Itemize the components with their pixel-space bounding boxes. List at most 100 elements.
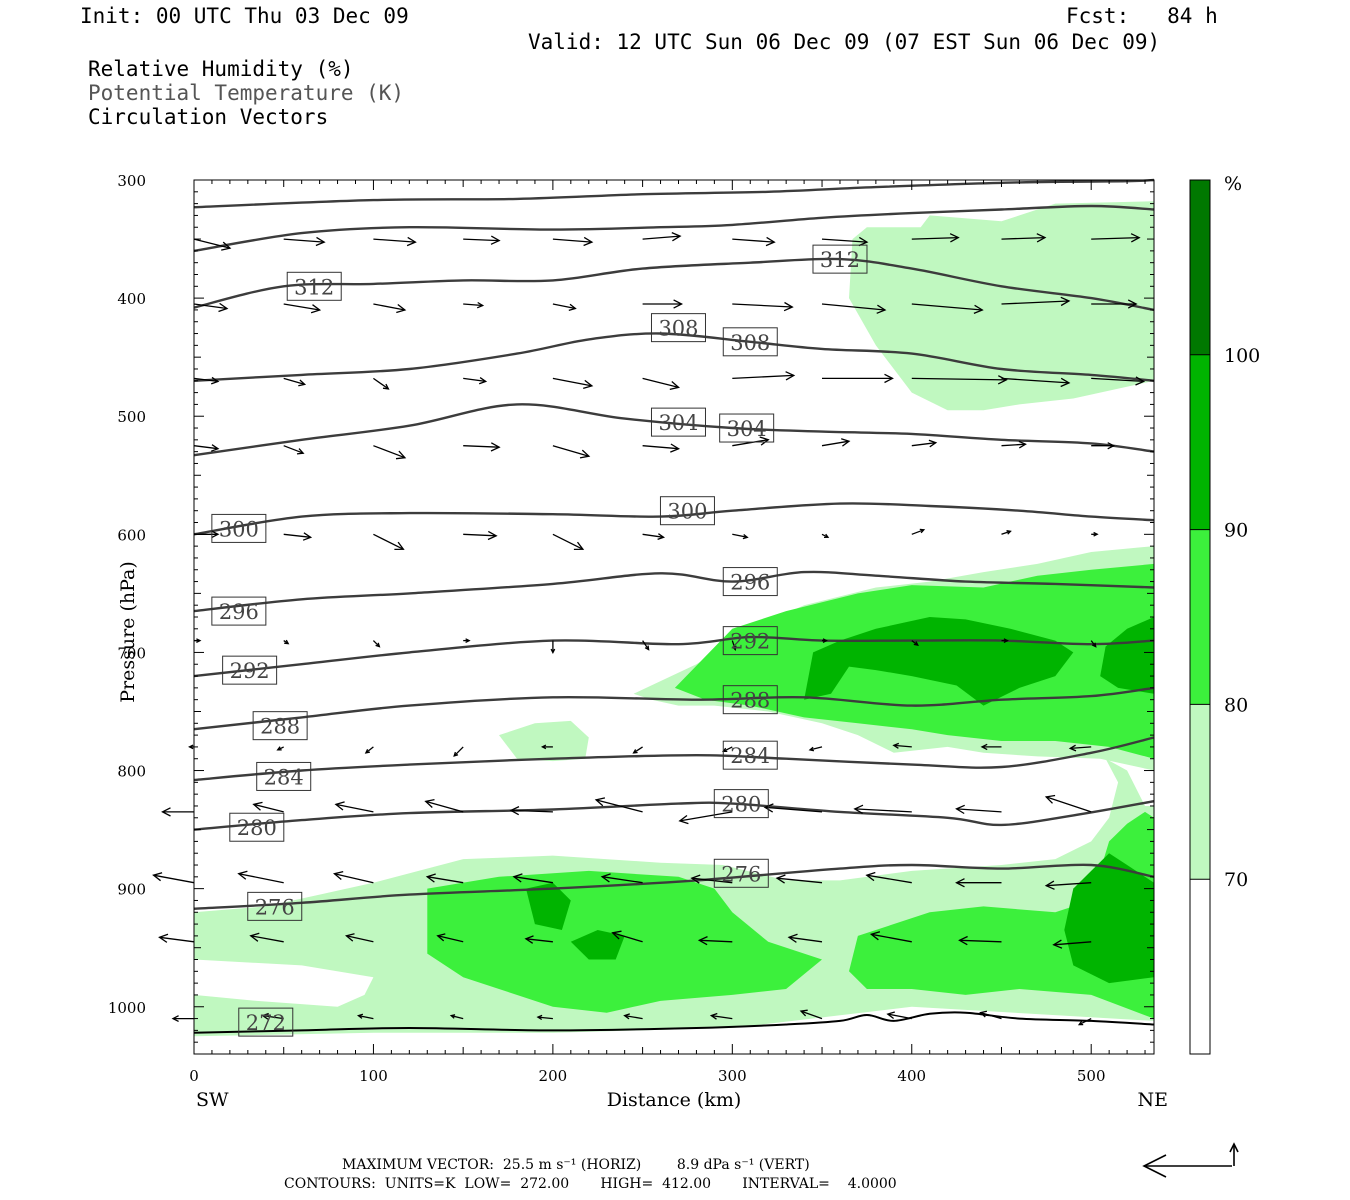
vector-arrow (345, 933, 374, 943)
vector-arrow (1090, 640, 1097, 648)
vector-arrow (364, 746, 374, 754)
colorbar-frame (1189, 179, 1211, 1055)
colorbar-unit: % (1224, 173, 1242, 195)
contour-label-box (719, 413, 775, 443)
vector-arrow (425, 873, 464, 884)
vector-arrow (600, 873, 643, 884)
vector-arrow (642, 443, 681, 453)
contour-label-text: 308 (730, 331, 770, 355)
vector-arrow (158, 933, 195, 943)
theta-296 (193, 570, 1155, 613)
colorbar-segment (1190, 354, 1210, 530)
vector-arrow (979, 1010, 1002, 1020)
vector-arrow (449, 1014, 464, 1020)
contour-label-280: 280 (713, 789, 769, 819)
vector-arrow (283, 236, 326, 247)
contour-label-box (286, 271, 342, 301)
contour-label-box (713, 858, 769, 888)
vector-arrow (958, 935, 1002, 946)
forecast-hour: Fcst: 84 h (1066, 4, 1218, 28)
vector-arrow (1068, 744, 1092, 752)
contour-label-text: 312 (820, 248, 860, 272)
rh-region-90 (1064, 853, 1154, 984)
theta-288 (193, 686, 1155, 731)
y-tick-label: 1000 (108, 999, 146, 1017)
vector-arrow (453, 746, 464, 757)
contour-label-box (722, 567, 778, 597)
vector-arrow (283, 303, 322, 314)
contour-label-box (650, 313, 706, 343)
contour-label-296: 296 (211, 596, 267, 626)
colorbar-label: 80 (1224, 694, 1248, 716)
vector-arrow (1091, 531, 1099, 537)
contour-label-text: 272 (246, 1011, 286, 1035)
theta-316 (193, 204, 1155, 253)
vector-arrow (911, 233, 960, 243)
vector-arrow (424, 798, 464, 813)
contour-label-box (722, 740, 778, 770)
vector-arrow (690, 874, 733, 884)
contour-label-box (722, 327, 778, 357)
contour-note: CONTOURS: UNITS=K LOW= 272.00 HIGH= 412.… (284, 1176, 897, 1192)
y-tick-label: 600 (117, 526, 146, 544)
vector-arrow (886, 1011, 912, 1020)
contour-label-304: 304 (719, 413, 775, 443)
vector-arrow (283, 377, 307, 387)
vector-arrow (822, 373, 894, 384)
contour-label-text: 308 (658, 317, 698, 341)
vector-arrow (536, 1014, 553, 1021)
contour-label-276: 276 (713, 858, 769, 888)
vector-arrow (911, 439, 938, 448)
contour-label-text: 284 (730, 744, 770, 768)
colorbar-segment (1190, 529, 1210, 705)
contour-label-box (252, 711, 308, 741)
vector-arrow (1001, 296, 1071, 307)
theta-276 (193, 863, 1155, 910)
rh-region-90 (1100, 617, 1154, 694)
vector-arrow (1044, 880, 1092, 890)
vector-arrow (463, 377, 488, 385)
vector-arrow (193, 302, 229, 313)
contour-label-text: 292 (730, 630, 770, 654)
theta-320 (193, 178, 1155, 209)
vector-arrow (709, 1012, 733, 1020)
contour-label-text: 296 (730, 571, 770, 595)
axis-ticks (193, 179, 1154, 1055)
vector-arrow (552, 533, 585, 551)
vector-arrow (594, 797, 643, 813)
contour-label-272: 272 (238, 1007, 294, 1037)
vector-arrow (911, 640, 919, 646)
vector-arrow (276, 746, 284, 751)
contour-label-296: 296 (722, 567, 778, 597)
contour-label-304: 304 (650, 407, 706, 437)
y-tick-label: 300 (117, 172, 146, 190)
vector-arrow (821, 303, 887, 314)
y-tick-label: 700 (117, 644, 146, 662)
contour-labels: 272 276 280 284 288 292 296 300 304 308 312 308 312 3… (211, 244, 868, 1037)
vector-arrow (732, 371, 796, 381)
vector-arrow (980, 743, 1002, 751)
sw-end-label: SW (196, 1089, 229, 1111)
x-tick-label: 0 (189, 1067, 199, 1085)
vector-arrow (552, 377, 594, 390)
rh-region-90 (570, 930, 625, 960)
contour-label-text: 284 (264, 765, 304, 789)
vector-arrow (373, 236, 417, 247)
colorbar-label: 70 (1224, 869, 1248, 891)
valid-time: Valid: 12 UTC Sun 06 Dec 09 (07 EST Sun … (528, 30, 1161, 54)
rh-region-80 (427, 870, 822, 1013)
vector-arrow (732, 533, 749, 540)
contour-label-box (722, 685, 778, 715)
contour-label-312: 312 (812, 244, 868, 274)
vector-arrow (763, 803, 823, 813)
contour-label-text: 296 (219, 600, 259, 624)
theta-312 (193, 257, 1155, 312)
contour-label-276: 276 (247, 891, 303, 921)
vector-arrow (1001, 638, 1009, 643)
vector-arrow (524, 935, 553, 944)
vector-arrow (512, 873, 553, 884)
contour-label-box (659, 496, 715, 526)
x-tick-label: 400 (897, 1067, 926, 1085)
ne-end-label: NE (1138, 1089, 1169, 1111)
